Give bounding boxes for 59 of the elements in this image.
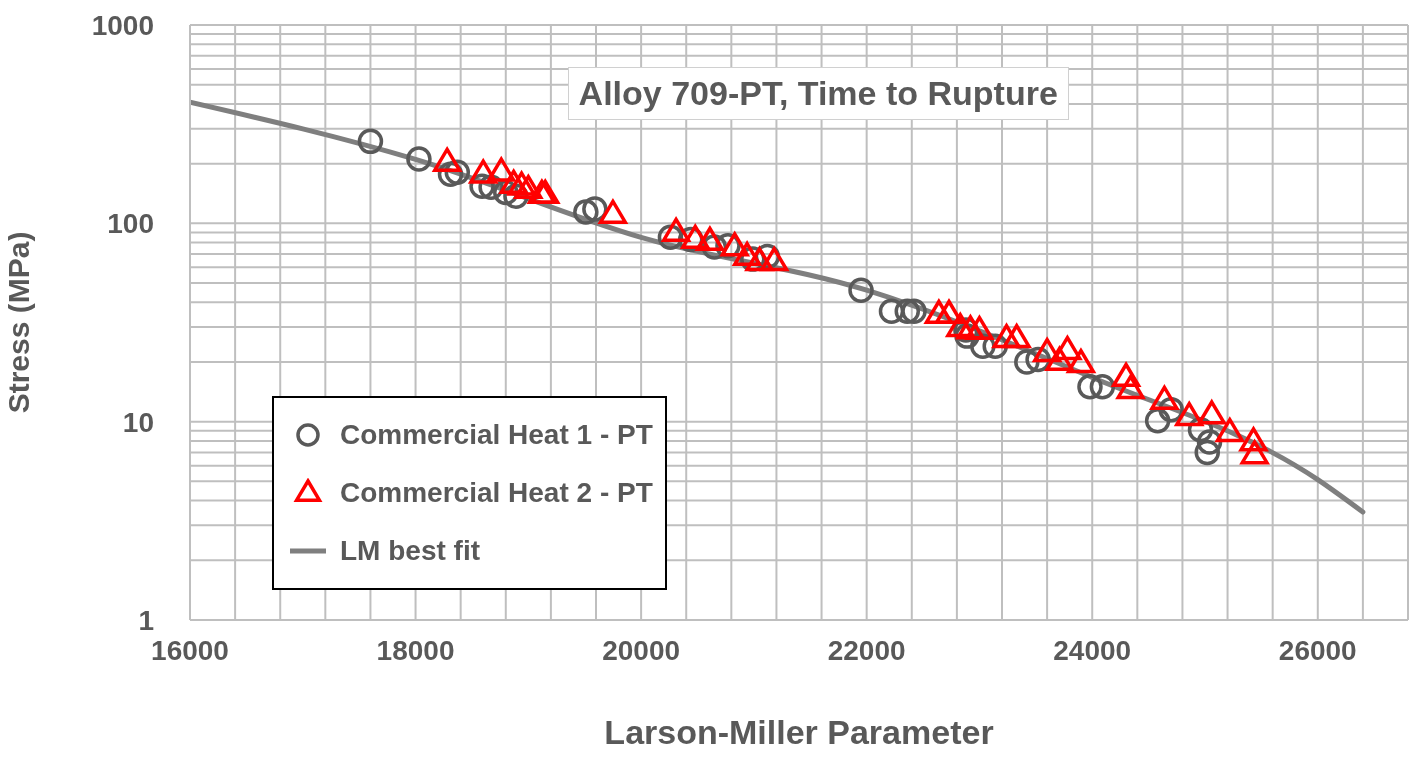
point — [573, 199, 599, 225]
point — [965, 315, 994, 341]
point — [1150, 385, 1179, 410]
point — [1215, 417, 1244, 443]
point — [1240, 440, 1269, 465]
point — [1116, 374, 1145, 400]
point — [1175, 401, 1204, 427]
point — [848, 277, 874, 303]
x-tick-label: 16000 — [151, 634, 229, 666]
point — [956, 315, 985, 340]
x-tick-label: 22000 — [827, 634, 906, 666]
point — [1077, 373, 1103, 400]
point — [1033, 337, 1062, 363]
point — [720, 232, 749, 257]
point — [357, 128, 384, 155]
point — [878, 298, 905, 325]
point — [934, 299, 964, 325]
point — [469, 159, 498, 184]
legend-label: Commercial Heat 1 - PT — [340, 419, 653, 451]
point — [499, 169, 528, 195]
x-tick-label: 26000 — [1278, 634, 1357, 666]
text: Alloy 709-PT, Time to Rupture — [567, 66, 1069, 120]
x-tick-label: 20000 — [602, 634, 681, 666]
point — [487, 157, 516, 182]
point — [1144, 408, 1171, 434]
y-tick-label: 1000 — [91, 9, 154, 41]
point — [946, 312, 975, 338]
point — [661, 217, 691, 242]
y-tick-label: 100 — [107, 208, 154, 240]
legend-label: Commercial Heat 2 - PT — [340, 477, 653, 509]
point — [745, 247, 774, 272]
point — [1194, 439, 1221, 466]
point — [760, 247, 789, 272]
point — [1239, 427, 1268, 452]
point — [507, 171, 536, 196]
point — [1045, 346, 1074, 372]
point — [514, 174, 543, 200]
x-axis-title: Larson-Miller Parameter — [604, 713, 994, 751]
x-tick-label: 18000 — [376, 634, 455, 666]
point — [1111, 362, 1141, 388]
point — [894, 298, 921, 325]
point — [1053, 335, 1082, 361]
point — [1197, 400, 1226, 425]
point — [598, 199, 628, 224]
y-tick-label: 10 — [122, 406, 154, 438]
point — [695, 226, 725, 252]
point — [433, 147, 462, 172]
y-tick-label: 1 — [138, 604, 154, 636]
point — [1066, 348, 1096, 374]
point — [733, 241, 762, 267]
point — [1002, 323, 1031, 349]
point — [901, 298, 927, 325]
point — [1089, 373, 1116, 400]
x-tick-label: 24000 — [1053, 634, 1132, 666]
point — [924, 299, 953, 325]
point — [681, 224, 710, 249]
point — [992, 323, 1021, 349]
point — [406, 146, 432, 172]
legend-label: LM best fit — [340, 535, 480, 567]
